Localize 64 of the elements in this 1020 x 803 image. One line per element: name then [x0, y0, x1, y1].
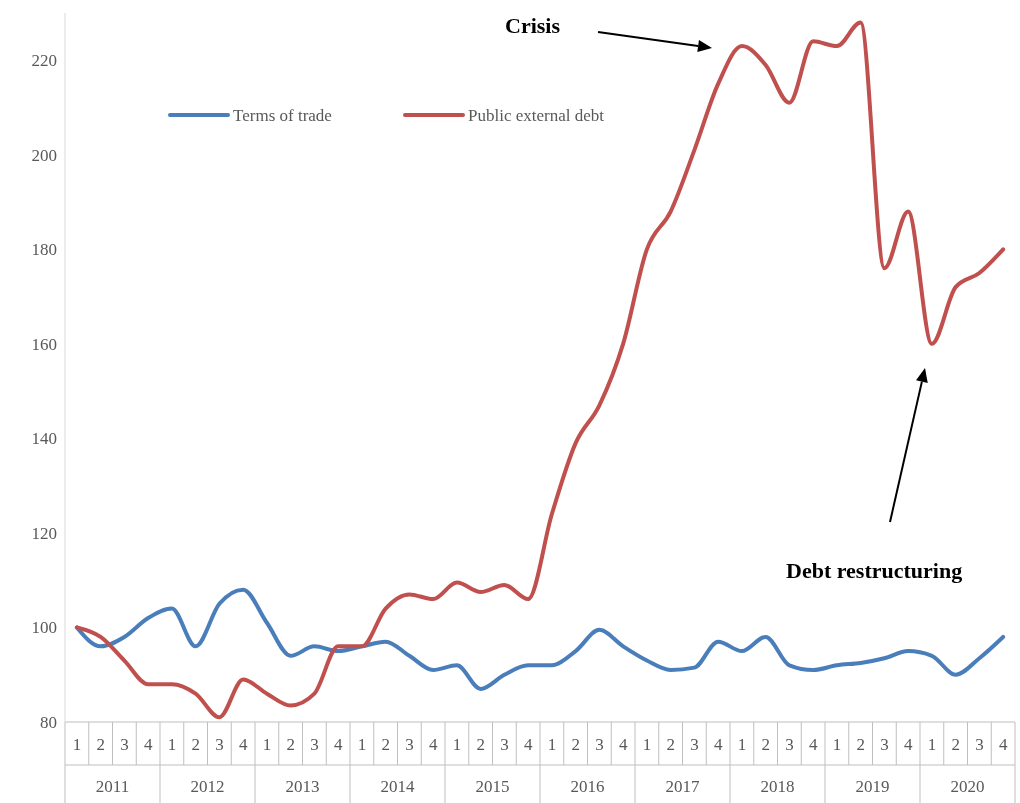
x-tick-label: 4: [428, 735, 438, 754]
x-tick-label: 1: [642, 735, 652, 754]
x-tick-label: 2: [381, 735, 390, 754]
x-tick-label: 4: [903, 735, 913, 754]
y-tick-label: 120: [31, 523, 57, 543]
x-tick-label: 4: [333, 735, 343, 754]
x-tick-label: 3: [975, 735, 984, 754]
line-series: [74, 587, 1006, 691]
text: 2013: [285, 777, 320, 796]
x-tick-label: 1: [927, 735, 937, 754]
y-tick-label: 140: [31, 429, 57, 449]
legend-label: Terms of trade: [233, 105, 332, 125]
x-tick-label: 2: [96, 735, 105, 754]
text: 2018: [760, 777, 795, 796]
x-tick-label: 3: [120, 735, 129, 754]
x-tick-label: 2: [476, 735, 485, 754]
annotation: Crisis: [505, 13, 561, 38]
x-tick-label: 3: [500, 735, 509, 754]
x-tick-label: 4: [618, 735, 628, 754]
x-tick-label: 4: [808, 735, 818, 754]
x-tick-label: 2: [666, 735, 675, 754]
x-tick-label: 2: [286, 735, 295, 754]
y-tick-label: 80: [40, 712, 57, 732]
x-tick-label: 4: [713, 735, 723, 754]
x-tick-label: 3: [785, 735, 794, 754]
y-tick-label: 200: [31, 145, 57, 165]
text: 2020: [950, 777, 985, 796]
x-tick-label: 3: [310, 735, 319, 754]
y-tick-label: 180: [31, 240, 57, 260]
y-tick-label: 100: [31, 618, 57, 638]
x-tick-label: 3: [405, 735, 414, 754]
x-tick-label: 2: [191, 735, 200, 754]
text: 2011: [95, 777, 130, 796]
text: 2017: [665, 777, 700, 796]
x-tick-label: 3: [880, 735, 889, 754]
x-tick-label: 1: [737, 735, 747, 754]
x-tick-label: 1: [262, 735, 272, 754]
line-series: [74, 20, 1006, 720]
x-tick-label: 3: [690, 735, 699, 754]
x-tick-label: 2: [951, 735, 960, 754]
text: 2012: [190, 777, 225, 796]
y-tick-label: 220: [31, 51, 57, 71]
x-tick-label: 1: [167, 735, 177, 754]
y-tick-label: 160: [31, 334, 57, 354]
x-tick-label: 4: [998, 735, 1008, 754]
text: 2015: [475, 777, 510, 796]
x-tick-label: 4: [238, 735, 248, 754]
x-tick-label: 2: [571, 735, 580, 754]
annotation: Debt restructuring: [786, 558, 963, 583]
x-tick-label: 1: [452, 735, 462, 754]
text: 2016: [570, 777, 605, 796]
legend-label: Public external debt: [468, 105, 605, 125]
x-tick-label: 1: [832, 735, 842, 754]
x-tick-label: 4: [143, 735, 153, 754]
x-tick-label: 3: [595, 735, 604, 754]
text: 2019: [855, 777, 890, 796]
x-tick-label: 2: [761, 735, 770, 754]
x-tick-label: 1: [357, 735, 367, 754]
x-tick-label: 1: [72, 735, 82, 754]
text: 2014: [380, 777, 415, 796]
x-tick-label: 1: [547, 735, 557, 754]
x-tick-label: 2: [856, 735, 865, 754]
x-tick-label: 3: [215, 735, 224, 754]
x-tick-label: 4: [523, 735, 533, 754]
